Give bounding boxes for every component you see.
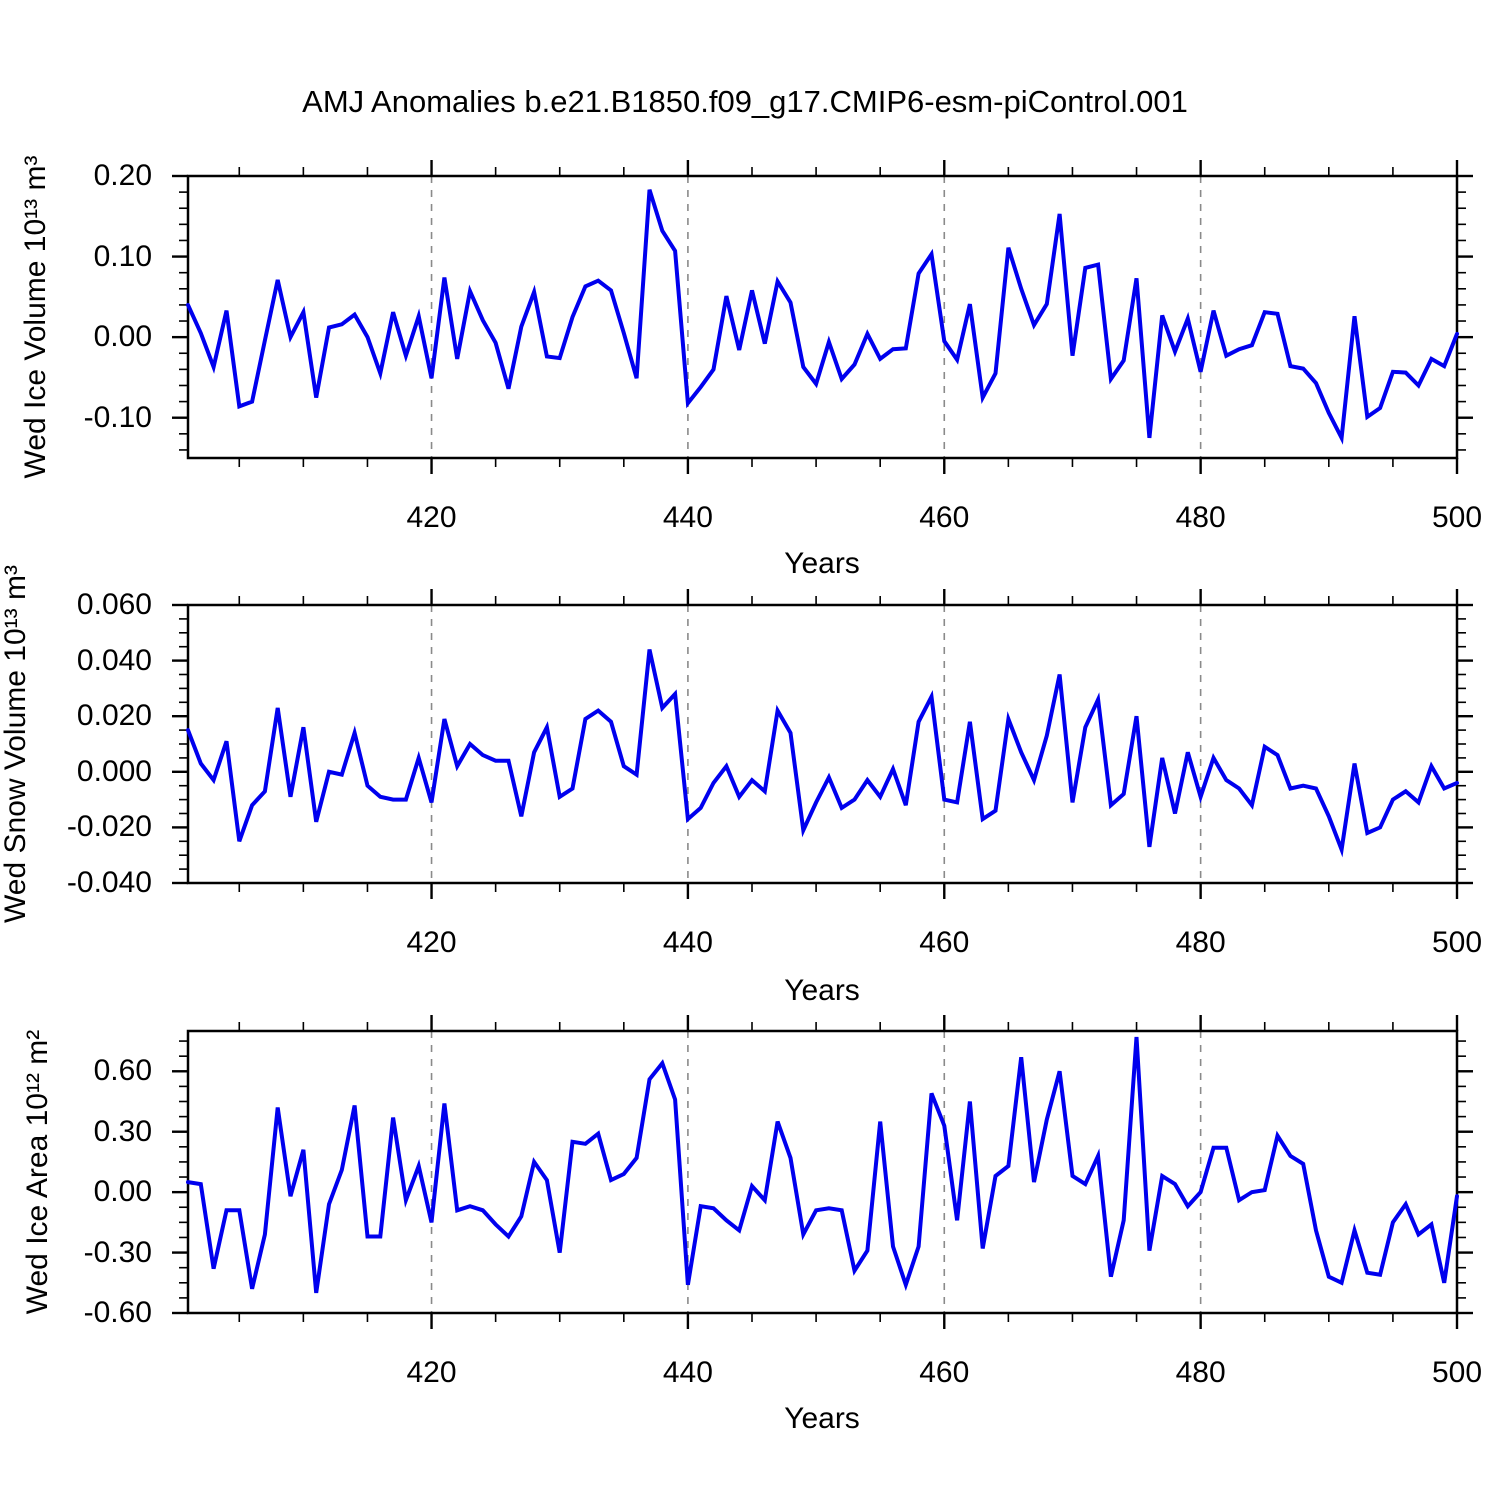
x-tick-label: 460 — [919, 1356, 970, 1389]
y-axis-title-snow-volume: Wed Snow Volume 10¹³ m³ — [0, 565, 32, 923]
x-tick-label: 500 — [1431, 926, 1483, 959]
x-axis-title-panel1: Years — [784, 547, 860, 580]
panel-frame-3 — [186, 1029, 1459, 1315]
data-line-panel-3 — [186, 1036, 1459, 1294]
y-tick-label: 0.000 — [76, 754, 152, 788]
y-tick-label: -0.040 — [66, 866, 152, 899]
x-tick-label: 500 — [1431, 501, 1483, 534]
x-tick-label: 420 — [406, 926, 457, 959]
x-tick-label: 440 — [662, 1356, 713, 1389]
y-axis-title-ice-volume: Wed Ice Volume 10¹³ m³ — [19, 155, 52, 479]
x-tick-label: 420 — [406, 1356, 457, 1389]
x-tick-label: 500 — [1431, 1356, 1483, 1389]
y-tick-label: 0.060 — [76, 588, 152, 621]
x-axis-title-panel2: Years — [784, 974, 860, 1007]
x-tick-label: 460 — [919, 501, 970, 534]
y-tick-label: -0.020 — [66, 810, 152, 844]
panel-frame-2 — [186, 603, 1459, 885]
data-line-panel-2 — [186, 649, 1459, 858]
x-tick-label: 480 — [1175, 1356, 1226, 1389]
y-axis-title-ice-area: Wed Ice Area 10¹² m² — [21, 1029, 54, 1315]
y-tick-label: 0.00 — [93, 1175, 152, 1209]
data-line-panel-1 — [186, 189, 1459, 445]
x-tick-label: 460 — [919, 926, 970, 959]
x-tick-label: 420 — [406, 501, 457, 534]
y-tick-label: 0.10 — [93, 239, 152, 273]
y-tick-label: 0.00 — [93, 320, 152, 354]
y-tick-label: 0.30 — [93, 1114, 152, 1148]
x-tick-label: 440 — [662, 926, 713, 959]
y-tick-label: 0.020 — [76, 699, 152, 733]
y-tick-label: 0.60 — [93, 1054, 152, 1088]
x-tick-label: 480 — [1175, 501, 1226, 534]
panel-frame-1 — [186, 174, 1459, 460]
x-axis-title-panel3: Years — [784, 1402, 860, 1435]
x-tick-label: 440 — [662, 501, 713, 534]
y-tick-label: -0.30 — [83, 1235, 152, 1269]
y-tick-label: -0.10 — [83, 400, 152, 434]
chart-title: AMJ Anomalies b.e21.B1850.f09_g17.CMIP6-… — [302, 84, 1188, 119]
y-tick-label: 0.040 — [76, 643, 152, 677]
x-tick-label: 480 — [1175, 926, 1226, 959]
y-tick-label: 0.20 — [93, 159, 152, 192]
y-tick-label: -0.60 — [83, 1296, 152, 1329]
